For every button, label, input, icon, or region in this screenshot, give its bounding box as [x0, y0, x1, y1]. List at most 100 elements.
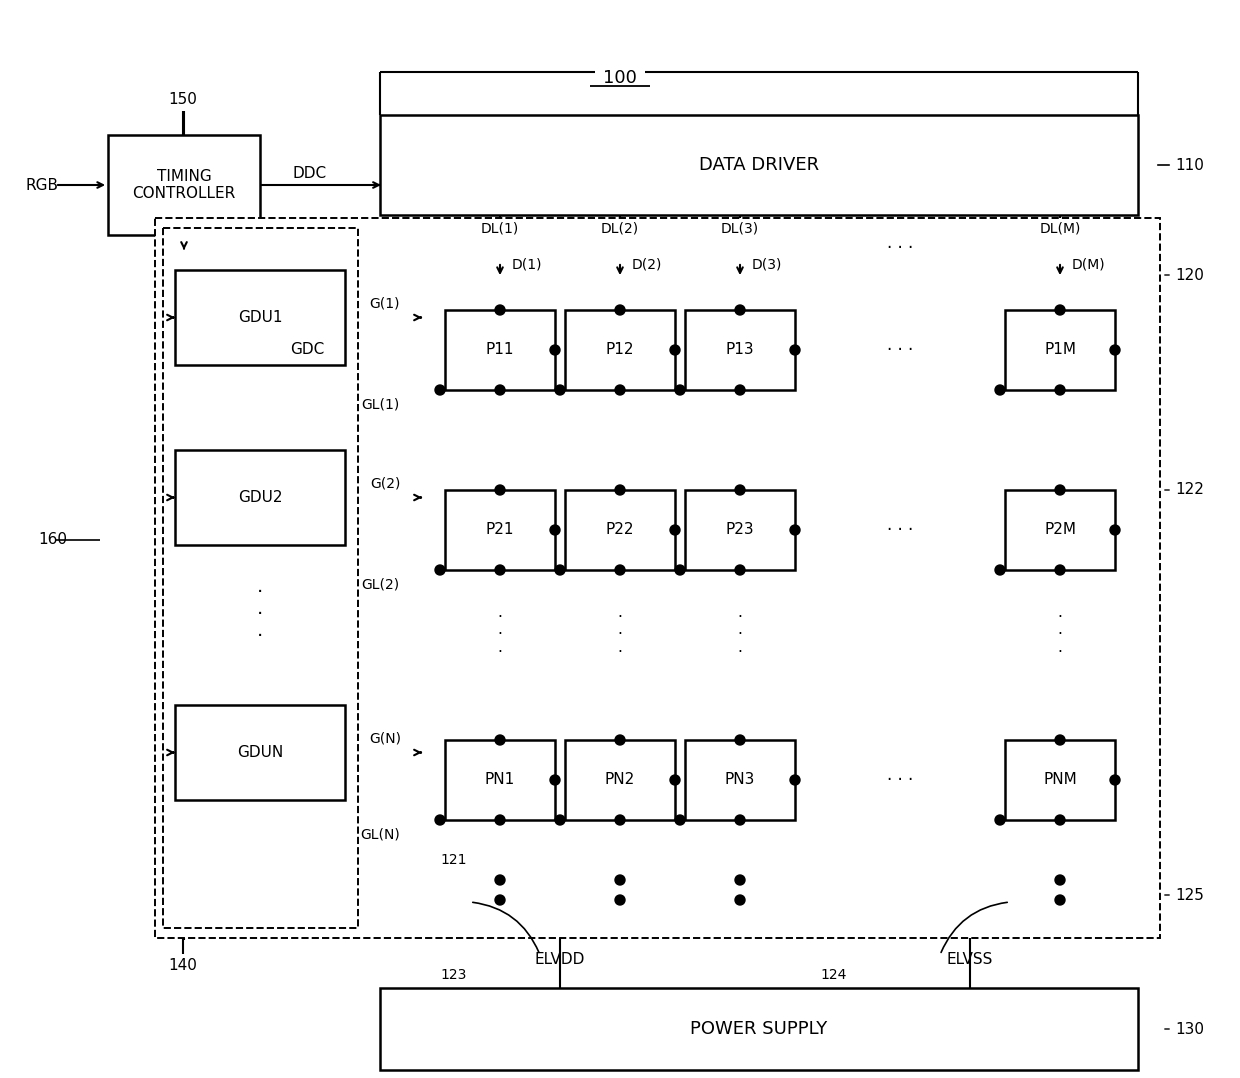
- Circle shape: [670, 775, 680, 785]
- Circle shape: [670, 525, 680, 535]
- Text: GL(2): GL(2): [361, 577, 399, 591]
- Circle shape: [735, 385, 745, 395]
- Circle shape: [615, 485, 625, 495]
- Circle shape: [1110, 525, 1120, 535]
- Text: 150: 150: [169, 93, 197, 108]
- Circle shape: [556, 815, 565, 825]
- Bar: [445, 310, 556, 390]
- Text: · · ·: · · ·: [887, 771, 913, 789]
- Circle shape: [615, 875, 625, 885]
- Circle shape: [1055, 485, 1065, 495]
- Text: D(2): D(2): [632, 258, 662, 272]
- Circle shape: [735, 895, 745, 906]
- Bar: [1004, 740, 1115, 820]
- Text: GDU2: GDU2: [238, 490, 283, 505]
- Bar: [175, 450, 345, 545]
- Circle shape: [615, 735, 625, 745]
- Text: GDC: GDC: [290, 343, 324, 358]
- Text: G(N): G(N): [370, 732, 401, 746]
- Text: D(1): D(1): [512, 258, 543, 272]
- Circle shape: [675, 385, 684, 395]
- Circle shape: [495, 385, 505, 395]
- Bar: [1004, 310, 1115, 390]
- Circle shape: [495, 305, 505, 315]
- Circle shape: [1055, 385, 1065, 395]
- Circle shape: [1110, 775, 1120, 785]
- Text: ·
·
·: · · ·: [618, 610, 622, 660]
- Bar: [565, 490, 675, 570]
- Bar: [162, 229, 358, 928]
- Text: G(2): G(2): [370, 476, 401, 490]
- Circle shape: [1055, 875, 1065, 885]
- Text: 100: 100: [603, 69, 637, 87]
- Text: P22: P22: [606, 523, 634, 538]
- Bar: [379, 115, 1138, 215]
- Circle shape: [615, 305, 625, 315]
- Circle shape: [551, 525, 560, 535]
- Bar: [1004, 490, 1115, 570]
- Text: · · ·: · · ·: [887, 239, 913, 257]
- Circle shape: [1055, 305, 1065, 315]
- Circle shape: [435, 385, 445, 395]
- Bar: [445, 740, 556, 820]
- Circle shape: [495, 565, 505, 575]
- Text: ELVSS: ELVSS: [947, 953, 993, 967]
- Bar: [565, 310, 675, 390]
- Text: DL(1): DL(1): [481, 221, 520, 235]
- Text: P23: P23: [725, 523, 754, 538]
- Text: PN3: PN3: [725, 773, 755, 788]
- Circle shape: [790, 525, 800, 535]
- Circle shape: [735, 565, 745, 575]
- Text: ·
·
·: · · ·: [738, 610, 743, 660]
- Circle shape: [675, 815, 684, 825]
- Circle shape: [1055, 895, 1065, 906]
- Text: P1M: P1M: [1044, 343, 1076, 358]
- Text: D(3): D(3): [751, 258, 782, 272]
- Circle shape: [790, 775, 800, 785]
- Circle shape: [556, 385, 565, 395]
- Text: ·
·
·: · · ·: [497, 610, 502, 660]
- Text: TIMING
CONTROLLER: TIMING CONTROLLER: [133, 169, 236, 202]
- Text: GDU1: GDU1: [238, 310, 283, 324]
- Text: DL(M): DL(M): [1039, 221, 1081, 235]
- Text: 122: 122: [1176, 483, 1204, 498]
- Circle shape: [551, 345, 560, 355]
- Circle shape: [615, 565, 625, 575]
- Text: 121: 121: [440, 853, 466, 867]
- Circle shape: [735, 875, 745, 885]
- Bar: [684, 310, 795, 390]
- Bar: [175, 705, 345, 800]
- Circle shape: [735, 815, 745, 825]
- Circle shape: [994, 565, 1004, 575]
- Bar: [445, 490, 556, 570]
- Text: P2M: P2M: [1044, 523, 1076, 538]
- Text: GL(1): GL(1): [361, 397, 399, 411]
- Bar: [175, 270, 345, 365]
- Text: RGB: RGB: [26, 178, 58, 193]
- Circle shape: [495, 875, 505, 885]
- Bar: [565, 740, 675, 820]
- Text: DL(2): DL(2): [601, 221, 639, 235]
- Text: 125: 125: [1176, 887, 1204, 902]
- Circle shape: [495, 815, 505, 825]
- Text: GDUN: GDUN: [237, 745, 283, 760]
- Circle shape: [735, 485, 745, 495]
- Circle shape: [735, 735, 745, 745]
- Text: DL(3): DL(3): [720, 221, 759, 235]
- Circle shape: [1055, 815, 1065, 825]
- Text: DATA DRIVER: DATA DRIVER: [699, 156, 820, 174]
- Circle shape: [615, 385, 625, 395]
- Text: 124: 124: [820, 968, 847, 982]
- Text: 110: 110: [1176, 157, 1204, 172]
- Bar: [684, 740, 795, 820]
- Circle shape: [994, 815, 1004, 825]
- Text: 160: 160: [38, 533, 67, 548]
- Text: 123: 123: [440, 968, 466, 982]
- Text: PN2: PN2: [605, 773, 635, 788]
- Bar: [155, 218, 1159, 938]
- Circle shape: [790, 345, 800, 355]
- Text: PN1: PN1: [485, 773, 515, 788]
- Bar: [684, 490, 795, 570]
- Circle shape: [994, 385, 1004, 395]
- Circle shape: [615, 895, 625, 906]
